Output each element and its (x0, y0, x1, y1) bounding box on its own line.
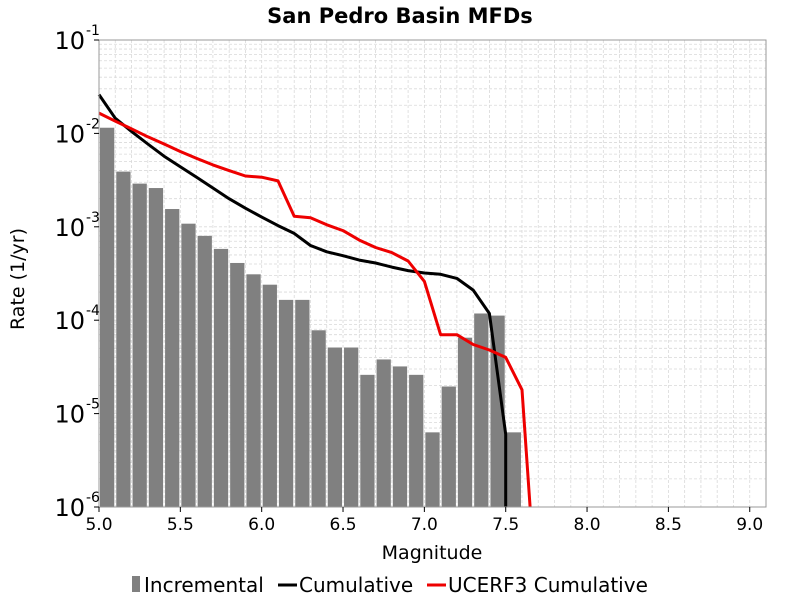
legend-item-incremental: Incremental (132, 573, 264, 597)
incremental-bar (213, 248, 229, 508)
y-tick-label: 10 -4 (54, 303, 100, 335)
legend: Incremental Cumulative UCERF3 Cumulative (132, 573, 648, 597)
legend-label-incremental: Incremental (144, 573, 264, 597)
x-tick-label: 8.5 (655, 515, 682, 535)
incremental-bar (181, 223, 196, 507)
incremental-bar (148, 188, 164, 507)
incremental-bar (311, 330, 326, 507)
incremental-bar (425, 432, 440, 507)
x-tick-label: 6.0 (248, 515, 275, 535)
x-axis-label: Magnitude (382, 542, 483, 564)
incremental-bar (327, 347, 343, 507)
x-axis-ticks: 5.0 5.5 6.0 6.5 7.0 7.5 8.0 8.5 9.0 (85, 507, 763, 535)
y-tick-label: 10 -3 (54, 210, 100, 242)
x-tick-label: 8.0 (574, 515, 601, 535)
incremental-bar (132, 183, 147, 507)
x-tick-label: 5.0 (85, 515, 112, 535)
y-tick-base: 10 (54, 494, 85, 522)
incremental-bar (278, 299, 294, 507)
incremental-bar (344, 347, 359, 507)
legend-label-ucerf3-cumulative: UCERF3 Cumulative (448, 573, 648, 597)
plot-border (98, 39, 767, 508)
incremental-bar (441, 386, 456, 507)
x-tick-label: 6.5 (330, 515, 357, 535)
incremental-bar (262, 284, 277, 507)
y-tick-label: 10 -1 (54, 23, 100, 55)
y-tick-exponent: -2 (86, 116, 100, 132)
y-tick-exponent: -3 (86, 210, 100, 226)
y-tick-base: 10 (54, 307, 85, 335)
y-tick-exponent: -4 (86, 303, 100, 319)
y-tick-label: 10 -6 (54, 490, 100, 522)
incremental-bar (100, 127, 115, 507)
incremental-bar (474, 313, 489, 507)
x-tick-label: 7.5 (492, 515, 519, 535)
incremental-bar (360, 374, 375, 507)
y-tick-exponent: -5 (86, 397, 100, 413)
incremental-bar (197, 235, 212, 508)
incremental-bar (506, 432, 521, 507)
legend-swatch-incremental (132, 576, 140, 592)
y-tick-exponent: -6 (86, 490, 100, 506)
incremental-bar (490, 315, 505, 507)
legend-item-cumulative: Cumulative (278, 573, 413, 597)
y-axis-label: Rate (1/yr) (7, 228, 29, 330)
incremental-bar (246, 274, 261, 507)
y-axis-ticks: 10-110-210-310-410-510-6 (54, 23, 100, 522)
y-tick-label: 10 -2 (54, 116, 100, 148)
incremental-bars (100, 127, 521, 508)
incremental-bar (376, 359, 391, 507)
incremental-bar (392, 366, 408, 507)
incremental-bar (116, 171, 131, 508)
chart-title: San Pedro Basin MFDs (267, 4, 533, 28)
cumulative-line (97, 93, 508, 507)
x-tick-label: 9.0 (736, 515, 763, 535)
y-tick-base: 10 (54, 120, 85, 148)
y-tick-base: 10 (54, 214, 85, 242)
x-tick-label: 5.5 (167, 515, 194, 535)
legend-item-ucerf3-cumulative: UCERF3 Cumulative (427, 573, 648, 597)
incremental-bar (230, 262, 245, 507)
incremental-bar (165, 209, 180, 508)
cumulative-lines (97, 93, 532, 508)
y-tick-label: 10 -5 (54, 397, 100, 429)
y-tick-base: 10 (54, 27, 85, 55)
plot-frame (98, 39, 767, 508)
incremental-bar (457, 337, 473, 507)
ucerf3-cumulative-line (98, 111, 532, 508)
incremental-bar (409, 374, 424, 507)
x-tick-label: 7.0 (411, 515, 438, 535)
y-tick-base: 10 (54, 401, 85, 429)
incremental-bar (295, 299, 310, 507)
y-tick-exponent: -1 (86, 23, 100, 39)
grid (98, 40, 767, 508)
legend-label-cumulative: Cumulative (299, 573, 413, 597)
